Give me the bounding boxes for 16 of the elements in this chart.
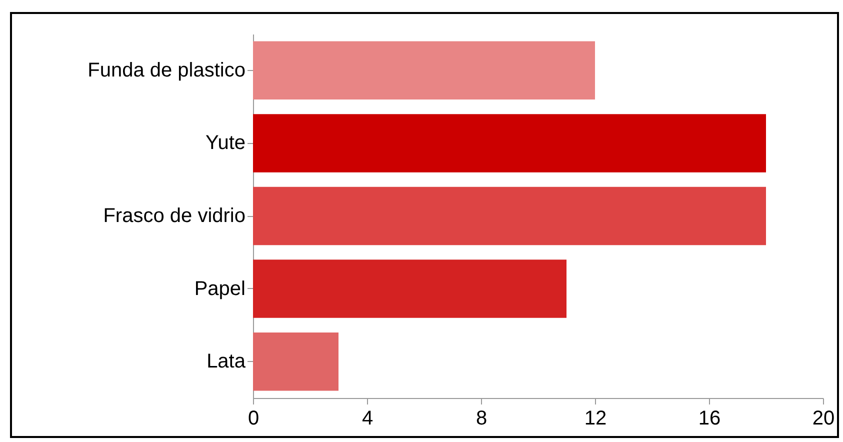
bar [253,41,595,100]
bar [253,186,766,246]
x-tick-label: 8 [476,408,488,430]
x-tick-label: 12 [584,408,607,430]
bar [253,332,338,391]
bar [253,114,766,172]
x-tick-label: 0 [248,408,260,430]
y-tick-label: Frasco de vidrio [103,205,246,227]
x-tick-label: 16 [698,408,721,430]
y-tick-label: Yute [205,132,246,154]
y-tick-label: Lata [206,350,246,373]
x-tick-label: 4 [362,408,374,430]
y-tick-label: Papel [194,278,246,300]
bar [253,260,566,318]
y-tick-label: Funda de plastico [88,59,246,82]
x-tick-label: 20 [812,408,835,430]
